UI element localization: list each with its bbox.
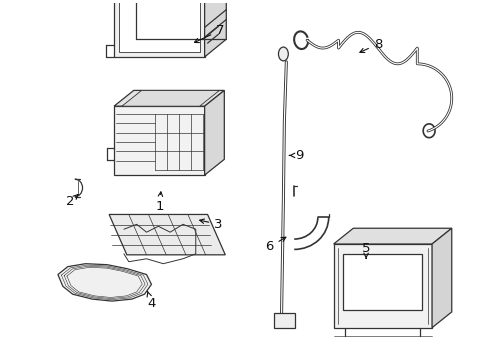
Text: 2: 2: [66, 194, 78, 208]
Polygon shape: [333, 228, 451, 244]
Polygon shape: [114, 90, 224, 106]
Text: 3: 3: [199, 218, 222, 231]
Ellipse shape: [278, 47, 288, 61]
Polygon shape: [431, 228, 451, 328]
Text: 1: 1: [155, 192, 163, 213]
Polygon shape: [333, 244, 431, 328]
Polygon shape: [109, 215, 225, 255]
Text: 7: 7: [194, 24, 224, 42]
Text: 4: 4: [147, 291, 155, 310]
Polygon shape: [114, 106, 204, 175]
Polygon shape: [114, 0, 204, 57]
Polygon shape: [58, 264, 151, 301]
Polygon shape: [204, 0, 226, 57]
Polygon shape: [204, 90, 224, 175]
Text: 5: 5: [361, 242, 369, 258]
Polygon shape: [273, 313, 295, 328]
Polygon shape: [122, 90, 219, 106]
Text: 8: 8: [359, 38, 381, 53]
Text: 6: 6: [265, 237, 285, 253]
Polygon shape: [343, 254, 421, 310]
Text: 9: 9: [289, 149, 303, 162]
Polygon shape: [119, 0, 199, 52]
